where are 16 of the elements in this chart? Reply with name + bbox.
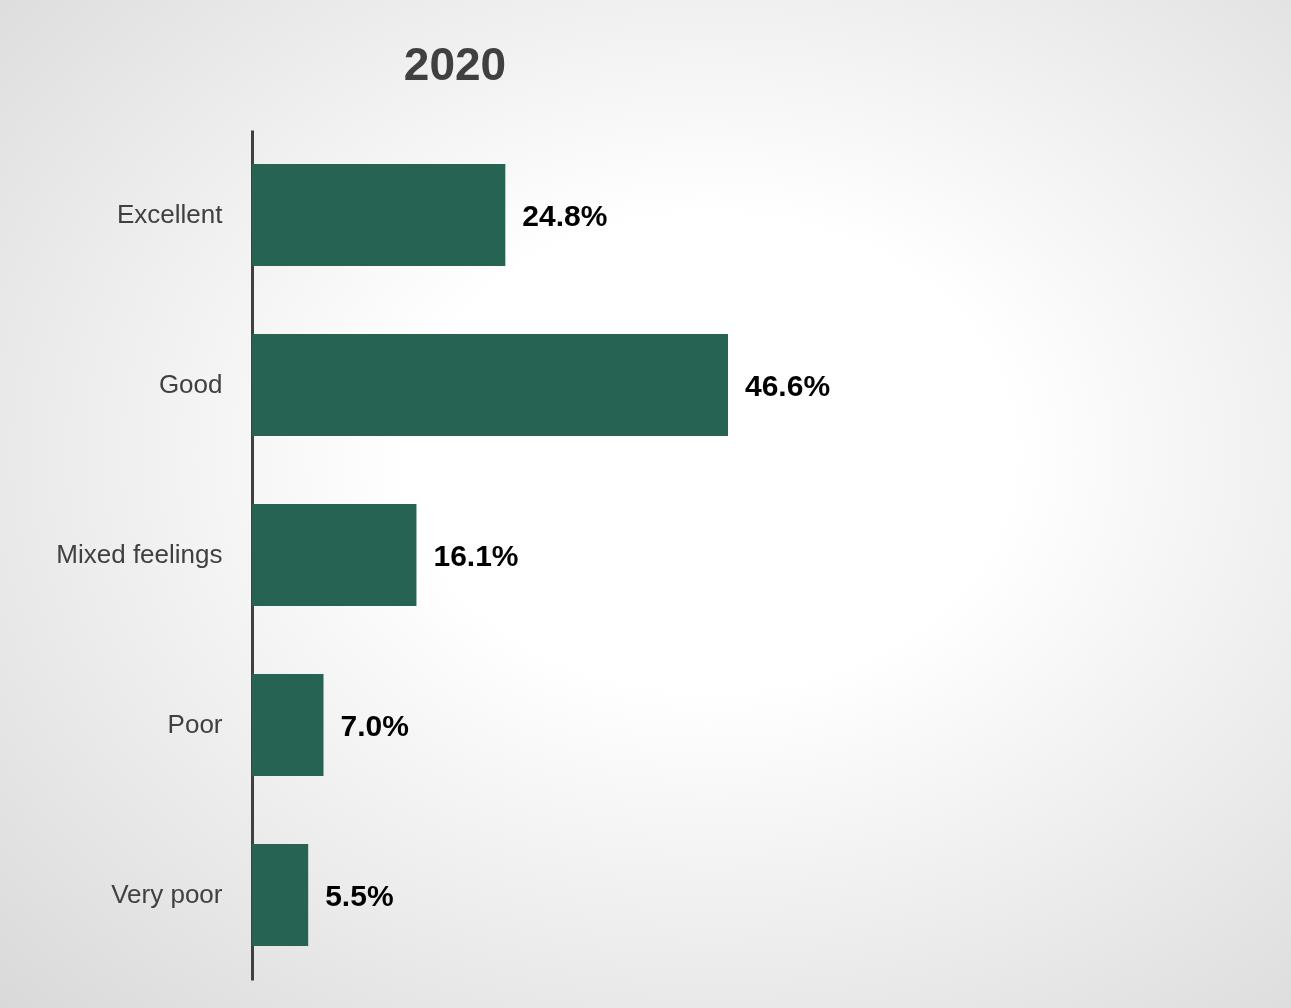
y-tick-label: Excellent bbox=[117, 199, 224, 229]
y-tick-label: Mixed feelings bbox=[56, 539, 223, 569]
data-label: 16.1% bbox=[433, 539, 519, 572]
bar bbox=[252, 674, 324, 776]
bar bbox=[252, 334, 728, 436]
y-tick-label: Good bbox=[158, 369, 223, 399]
chart-title: 2020 bbox=[403, 38, 507, 90]
data-label: 5.5% bbox=[325, 879, 394, 912]
y-tick-label: Very poor bbox=[111, 879, 223, 909]
bar bbox=[252, 844, 309, 946]
bar bbox=[252, 504, 417, 606]
data-label: 46.6% bbox=[745, 369, 831, 402]
y-tick-label: Poor bbox=[167, 709, 223, 739]
bar bbox=[252, 164, 506, 266]
data-label: 24.8% bbox=[522, 199, 608, 232]
data-label: 7.0% bbox=[340, 709, 409, 742]
